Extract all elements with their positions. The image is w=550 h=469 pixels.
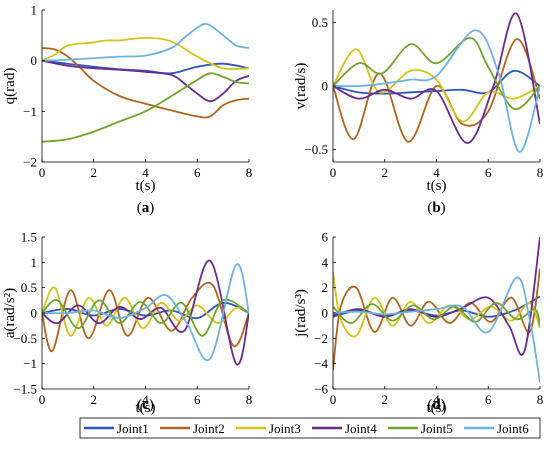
x-tick-label-a: 8 (246, 165, 253, 180)
y-tick-label-d: 2 (322, 280, 329, 295)
series-line-joint6-d (333, 276, 540, 383)
series-line-joint5-a (42, 72, 249, 143)
y-tick-label-c: −1.5 (13, 382, 37, 397)
series-line-joint1-a (42, 59, 249, 75)
y-tick-label-c: 1.5 (21, 230, 37, 245)
y-axis-label-a: q(rad) (2, 68, 18, 105)
series-line-joint4-d (333, 237, 540, 356)
x-tick-label-a: 2 (91, 165, 98, 180)
series-line-joint3-a (42, 36, 249, 71)
chart-panel-b: 0 2 4 6 8−0.500.5t(s)v(rad/s)(b) (293, 10, 543, 216)
series-line-joint6-b (333, 29, 540, 153)
x-tick-label-a: 4 (142, 165, 149, 180)
x-tick-label-b: 6 (485, 165, 492, 180)
y-axis-label-b: v(rad/s) (293, 63, 309, 110)
y-tick-label-c: −0.5 (13, 331, 37, 346)
legend-entry-joint6: Joint6 (464, 421, 529, 436)
legend-label-joint1: Joint1 (117, 421, 149, 436)
y-tick-label-c: 1 (31, 255, 38, 270)
series-line-joint6-c (42, 263, 249, 362)
x-axis-label-b: t(s) (427, 178, 447, 194)
chart-panel-d: 0 2 4 6 8 −6 −4 −2 0 2 4 6 t(s) j(rad/s³) (d) (293, 230, 543, 417)
y-axis-label-d: j(rad/s³) (293, 289, 309, 338)
series-line-joint5-c (42, 298, 249, 337)
legend-box (79, 417, 541, 439)
y-tick-label-a: 0 (31, 53, 38, 68)
x-tick-label-d: 0 (330, 392, 337, 407)
x-tick-label-a: 0 (39, 165, 46, 180)
legend-label-joint4: Joint4 (345, 421, 377, 436)
legend-entry-joint3: Joint3 (236, 421, 301, 436)
series-line-joint4-b (333, 12, 540, 144)
series-line-joint1-c (42, 301, 249, 320)
x-tick-label-b: 8 (537, 165, 544, 180)
x-tick-label-d: 4 (433, 392, 440, 407)
x-axis-label-a: t(s) (136, 178, 156, 194)
legend-label-joint5: Joint5 (421, 421, 453, 436)
y-tick-label-b: 0.5 (312, 15, 328, 30)
series-group-b (333, 12, 540, 153)
x-tick-label-b: 0 (330, 165, 337, 180)
y-tick-label-a: −1 (23, 104, 37, 119)
series-line-joint5-b (333, 36, 540, 110)
y-tick-label-d: −6 (314, 382, 328, 397)
y-tick-label-c: 0 (31, 306, 38, 321)
y-tick-label-d: 4 (322, 255, 329, 270)
legend: Joint1 Joint2 Joint3 Joint4 Joint5 Joint6 (79, 417, 541, 439)
x-tick-label-c: 0 (39, 392, 46, 407)
y-tick-label-d: 0 (322, 306, 329, 321)
x-tick-label-d: 2 (382, 392, 389, 407)
series-line-joint2-b (333, 38, 540, 143)
chart-panel-a: 0 2 4 6 8 −2 −1 0 1 t(s) q(rad) (a) (2, 3, 252, 217)
x-tick-label-c: 2 (91, 392, 98, 407)
series-line-joint4-a (42, 59, 249, 103)
x-tick-label-c: 8 (246, 392, 253, 407)
y-tick-label-c: −1 (23, 356, 37, 371)
legend-entry-joint1: Joint1 (84, 421, 149, 436)
series-line-joint3-d (333, 272, 540, 338)
legend-entry-joint2: Joint2 (160, 421, 225, 436)
x-tick-label-b: 2 (382, 165, 389, 180)
y-axis-label-c: a(rad/s²) (2, 288, 18, 338)
x-tick-label-c: 4 (142, 392, 149, 407)
x-tick-label-a: 6 (194, 165, 201, 180)
panel-label-d: (d) (427, 397, 445, 413)
series-line-joint5-d (333, 301, 540, 326)
series-line-joint2-d (333, 268, 540, 371)
x-axis-label-d: t(s) (427, 400, 447, 416)
series-line-joint6-a (42, 22, 249, 62)
y-tick-label-d: −2 (314, 331, 328, 346)
panel-label-b: (b) (427, 200, 445, 216)
y-tick-label-b: −0.5 (304, 142, 328, 157)
y-tick-label-a: −2 (23, 155, 37, 170)
y-tick-label-a: 1 (31, 3, 38, 18)
x-tick-label-d: 8 (537, 392, 544, 407)
legend-label-joint6: Joint6 (497, 421, 529, 436)
legend-label-joint3: Joint3 (269, 421, 301, 436)
chart-panel-c: 0 2 4 6 8 −1.5 −1 −0.5 0 0.5 1 1.5 t(s) a(rad/s²) (c) (2, 230, 252, 417)
legend-entry-joint5: Joint5 (388, 421, 453, 436)
y-tick-label-d: −4 (314, 356, 328, 371)
legend-label-joint2: Joint2 (193, 421, 225, 436)
series-group-a (42, 22, 249, 143)
y-tick-label-b: 0 (322, 79, 329, 94)
x-tick-label-d: 6 (485, 392, 492, 407)
series-line-joint3-b (333, 48, 540, 123)
y-tick-label-c: 0.5 (21, 280, 37, 295)
series-group-c (42, 259, 249, 366)
legend-entry-joint4: Joint4 (312, 421, 377, 436)
panel-label-a: (a) (137, 200, 155, 216)
panel-label-c: (c) (137, 397, 154, 413)
series-line-joint3-c (42, 286, 249, 337)
x-axis-label-c: t(s) (136, 400, 156, 416)
y-tick-label-d: 6 (322, 230, 329, 245)
series-line-joint2-a (42, 47, 249, 119)
x-tick-label-b: 4 (433, 165, 440, 180)
x-tick-label-c: 6 (194, 392, 201, 407)
series-group-d (333, 237, 540, 383)
